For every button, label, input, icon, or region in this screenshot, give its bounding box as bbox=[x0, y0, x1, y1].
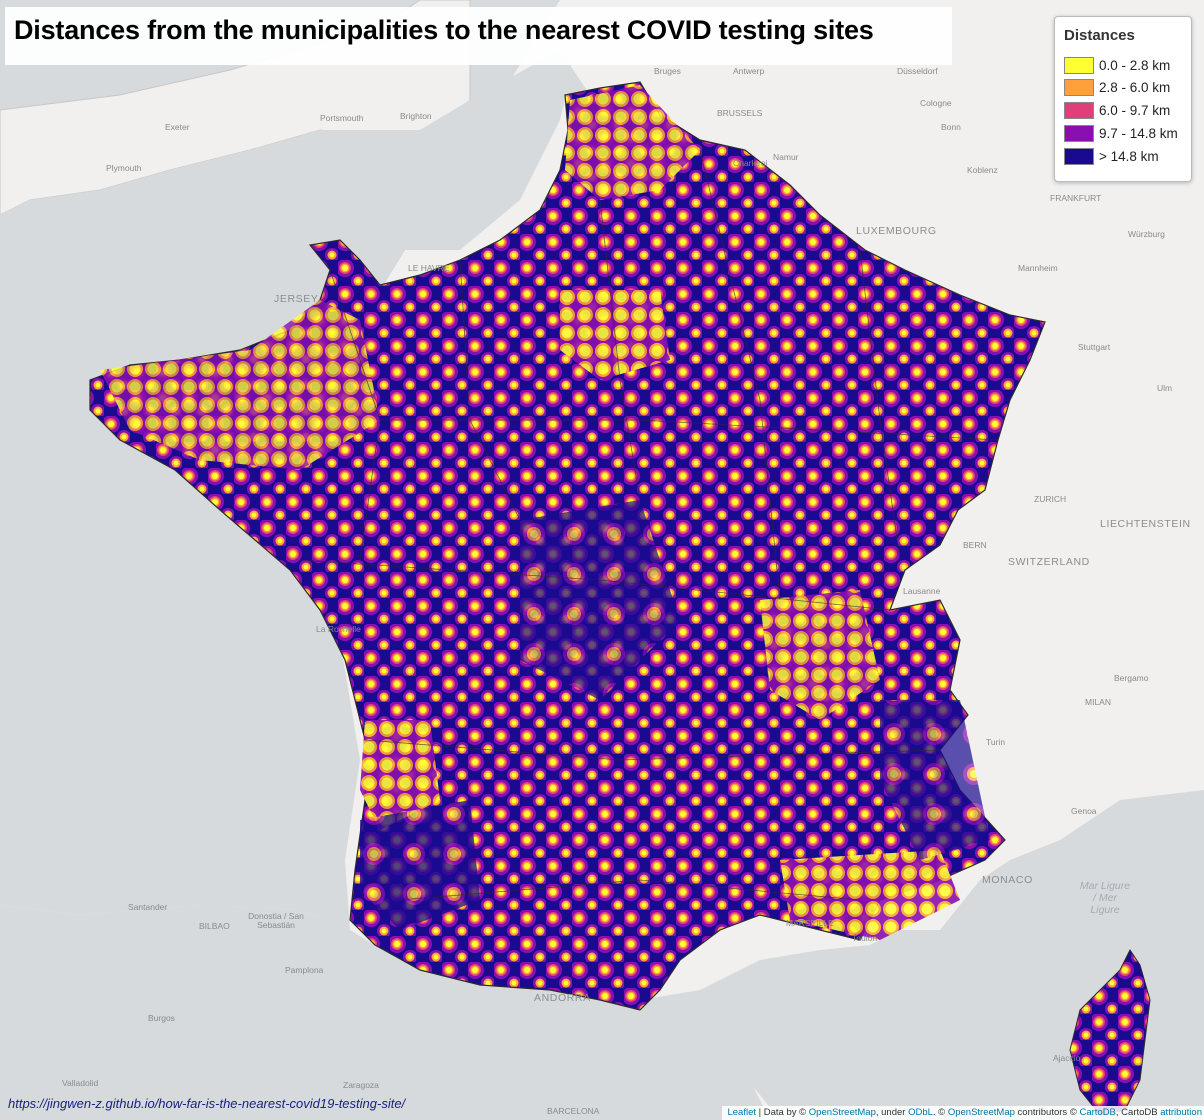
map-attribution: Leaflet | Data by © OpenStreetMap, under… bbox=[722, 1106, 1204, 1120]
attribution-text: . © bbox=[932, 1107, 946, 1118]
north-dense bbox=[565, 85, 700, 200]
region-label-jersey: JERSEY bbox=[274, 293, 319, 305]
department-borders bbox=[299, 149, 999, 901]
city-label: Ajaccio bbox=[1053, 1053, 1081, 1063]
region-label-liechtenstein: LIECHTENSTEIN bbox=[1100, 518, 1191, 530]
city-label: Bonn bbox=[941, 122, 961, 132]
legend-label: 0.0 - 2.8 km bbox=[1099, 58, 1171, 73]
city-label: BARCELONA bbox=[547, 1106, 600, 1116]
city-label: Mannheim bbox=[1018, 263, 1058, 273]
sea-label: Mar Ligure / Mer Ligure bbox=[1079, 880, 1131, 916]
odbl-link[interactable]: ODbL bbox=[908, 1107, 933, 1118]
provence-dense bbox=[780, 850, 960, 940]
legend-swatch bbox=[1064, 148, 1094, 165]
attribution-text: , under bbox=[875, 1107, 906, 1118]
landes-sparse bbox=[360, 800, 480, 930]
city-label: BILBAO bbox=[199, 921, 230, 931]
city-label: Plymouth bbox=[106, 163, 142, 173]
title-box: Distances from the municipalities to the… bbox=[5, 7, 952, 65]
city-label: FRANKFURT bbox=[1050, 193, 1102, 203]
attribution-text: contributors © bbox=[1017, 1107, 1077, 1118]
city-label: Bruges bbox=[654, 66, 681, 76]
legend-swatch bbox=[1064, 102, 1094, 119]
legend-title: Distances bbox=[1064, 27, 1135, 44]
city-label: Brighton bbox=[400, 111, 432, 121]
attribution-text: | Data by © bbox=[758, 1107, 807, 1118]
city-label: Bergamo bbox=[1114, 673, 1149, 683]
city-label: Genoa bbox=[1071, 806, 1097, 816]
legend-label: 6.0 - 9.7 km bbox=[1099, 103, 1171, 118]
city-label: BRUSSELS bbox=[717, 108, 763, 118]
legend: Distances 0.0 - 2.8 km 2.8 - 6.0 km 6.0 … bbox=[1054, 16, 1192, 182]
legend-label: > 14.8 km bbox=[1099, 149, 1159, 164]
city-label: Düsseldorf bbox=[897, 66, 938, 76]
legend-swatch bbox=[1064, 57, 1094, 74]
city-label: Portsmouth bbox=[320, 113, 364, 123]
city-label: Cologne bbox=[920, 98, 952, 108]
mediterranean-sea bbox=[640, 790, 1204, 1120]
city-label: Pamplona bbox=[285, 965, 324, 975]
leaflet-link[interactable]: Leaflet bbox=[727, 1107, 756, 1118]
city-label: MARSEILLE bbox=[786, 918, 834, 928]
attribution-link[interactable]: attribution bbox=[1160, 1107, 1202, 1118]
page-title: Distances from the municipalities to the… bbox=[14, 15, 874, 45]
osm-link[interactable]: OpenStreetMap bbox=[808, 1107, 876, 1118]
city-label: Charleroi bbox=[733, 158, 768, 168]
city-label: Donostia / San Sebastián bbox=[248, 911, 304, 930]
city-label: Zaragoza bbox=[343, 1080, 379, 1090]
centre-sparse bbox=[520, 500, 680, 700]
cartodb-link[interactable]: CartoDB bbox=[1079, 1107, 1116, 1118]
city-label: La Rochelle bbox=[316, 624, 361, 634]
city-label: Turin bbox=[986, 737, 1006, 747]
north-coast-land bbox=[560, 0, 1204, 400]
legend-swatch bbox=[1064, 125, 1094, 142]
city-label: ZURICH bbox=[1034, 494, 1067, 504]
legend-swatch bbox=[1064, 79, 1094, 96]
legend-label: 2.8 - 6.0 km bbox=[1099, 80, 1171, 95]
city-label: MONACO bbox=[982, 874, 1033, 886]
lyon-alps-dense bbox=[760, 590, 880, 720]
city-label: Namur bbox=[773, 152, 799, 162]
city-label: Valladolid bbox=[62, 1078, 99, 1088]
city-label: Santander bbox=[128, 902, 168, 912]
city-label: ANDORRA bbox=[534, 992, 591, 1004]
city-label: Exeter bbox=[165, 122, 190, 132]
region-label-switzerland: SWITZERLAND bbox=[1008, 556, 1090, 568]
bay-of-biscay bbox=[0, 215, 360, 930]
city-label: Burgos bbox=[148, 1013, 175, 1023]
city-label: Stuttgart bbox=[1078, 342, 1111, 352]
city-label: Antwerp bbox=[733, 66, 765, 76]
city-label: MILAN bbox=[1085, 697, 1111, 707]
brittany-dense bbox=[100, 300, 380, 470]
attribution-text: , CartoDB bbox=[1115, 1107, 1158, 1118]
city-label: Koblenz bbox=[967, 165, 998, 175]
source-url: https://jingwen-z.github.io/how-far-is-t… bbox=[8, 1096, 406, 1111]
city-label: LE HAVRE bbox=[408, 263, 450, 273]
city-label: Toulon bbox=[852, 933, 878, 943]
osm-link[interactable]: OpenStreetMap bbox=[947, 1107, 1015, 1118]
legend-label: 9.7 - 14.8 km bbox=[1099, 126, 1178, 141]
atlantic-dense bbox=[360, 720, 440, 830]
alps-sparse bbox=[880, 700, 990, 860]
city-label: Würzburg bbox=[1128, 229, 1165, 239]
city-label: Ulm bbox=[1157, 383, 1173, 393]
channel-sea bbox=[0, 50, 590, 380]
city-label: Lausanne bbox=[903, 586, 941, 596]
region-label-luxembourg: LUXEMBOURG bbox=[856, 225, 937, 237]
city-label: BERN bbox=[963, 540, 987, 550]
